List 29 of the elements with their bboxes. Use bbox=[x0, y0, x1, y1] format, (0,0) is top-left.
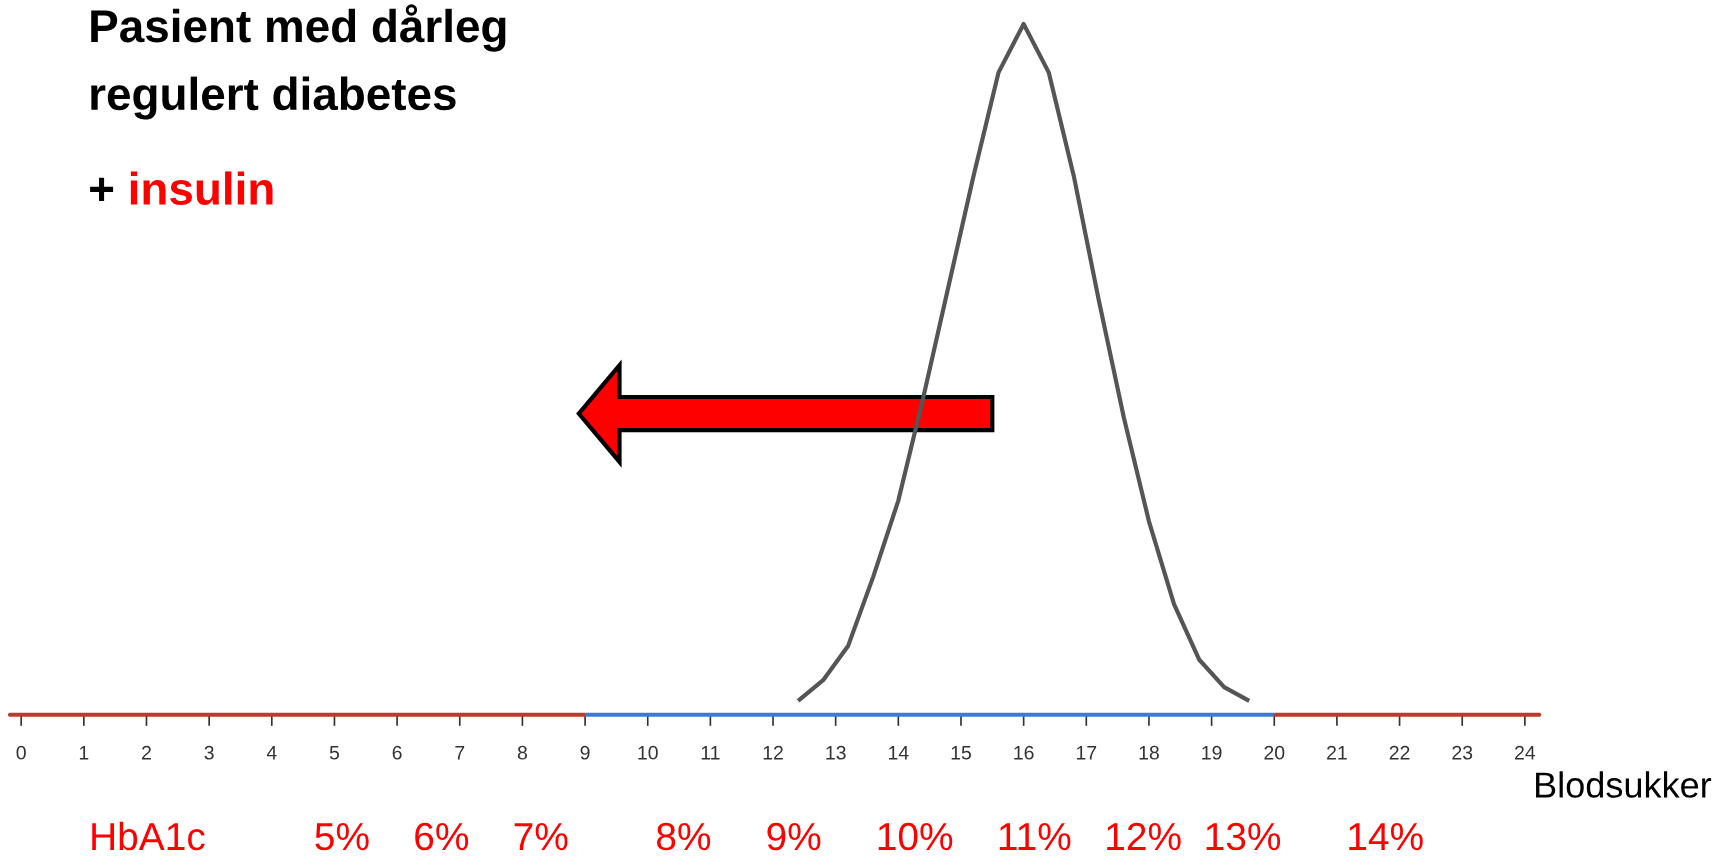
text: HbA1c 5% 6% 7% 8% 9% 10% 11% 12% 13% 14% bbox=[92, 821, 1423, 851]
x-tick-label: 9 bbox=[580, 745, 590, 760]
x-tick-label: 23 bbox=[1452, 745, 1473, 760]
x-tick-label: 11 bbox=[701, 746, 720, 760]
x-tick-label: 0 bbox=[16, 745, 26, 760]
x-tick-label: 7 bbox=[455, 746, 465, 760]
x-tick-label: 17 bbox=[1076, 746, 1097, 760]
x-tick-label: 14 bbox=[889, 746, 909, 760]
text: + insulin bbox=[90, 171, 273, 206]
x-tick-label: 2 bbox=[142, 745, 151, 760]
x-tick-label: 10 bbox=[638, 745, 658, 760]
x-tick-label: 13 bbox=[826, 745, 846, 760]
x-tick-label: 12 bbox=[763, 745, 783, 760]
x-tick-label: 20 bbox=[1264, 745, 1285, 760]
x-tick-label: 16 bbox=[1014, 745, 1034, 760]
x-tick-label: 5 bbox=[329, 746, 340, 760]
x-tick-label: 3 bbox=[204, 745, 214, 760]
x-tick-label: 22 bbox=[1389, 745, 1410, 760]
x-tick-label: 18 bbox=[1139, 745, 1159, 760]
x-tick-label: 1 bbox=[79, 746, 89, 760]
x-axis-title: Blodsukker bbox=[1536, 771, 1712, 798]
x-tick-label: 6 bbox=[392, 745, 402, 760]
x-tick-label: 24 bbox=[1515, 745, 1536, 760]
x-tick-label: 8 bbox=[517, 745, 527, 760]
chart-title: Pasient med dårleg regulert diabetes bbox=[91, 4, 506, 120]
x-tick-label: 21 bbox=[1327, 745, 1347, 760]
x-tick-label: 15 bbox=[951, 746, 971, 760]
x-tick-label: 4 bbox=[266, 746, 277, 760]
x-tick-label: 19 bbox=[1202, 745, 1222, 760]
